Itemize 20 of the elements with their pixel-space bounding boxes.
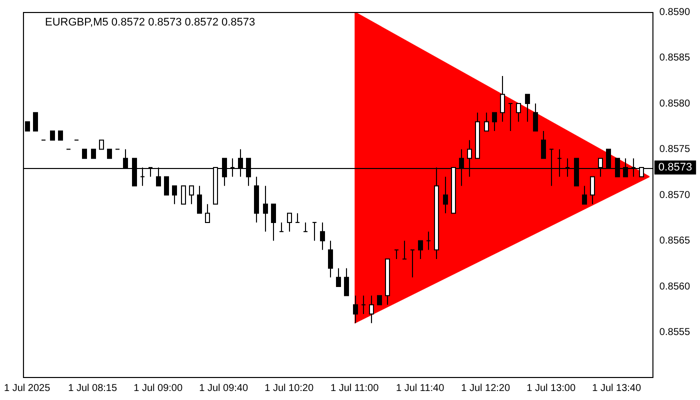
y-tick-label: 0.8570 <box>659 190 690 201</box>
x-tick-label: 1 Jul 09:40 <box>199 382 248 394</box>
y-tick-label: 0.8575 <box>659 144 690 155</box>
x-tick-label: 1 Jul 11:00 <box>330 382 380 394</box>
y-tick-label: 0.8580 <box>659 98 690 110</box>
x-tick-label: 1 Jul 13:00 <box>526 382 576 394</box>
x-tick-label: 1 Jul 09:00 <box>134 382 183 394</box>
ref-line-label: 0.8573 <box>658 162 692 174</box>
y-tick-label: 0.8590 <box>659 6 690 18</box>
y-tick-label: 0.8585 <box>659 52 690 64</box>
x-tick-label: 1 Jul 2025 <box>4 382 51 394</box>
x-tick-label: 1 Jul 10:20 <box>264 382 314 394</box>
x-tick-label: 1 Jul 11:40 <box>396 382 445 394</box>
x-tick-label: 1 Jul 08:15 <box>68 382 118 394</box>
y-tick-label: 0.8560 <box>659 281 690 292</box>
x-tick-label: 1 Jul 12:20 <box>461 382 510 394</box>
y-tick-label: 0.8565 <box>659 236 690 246</box>
x-tick-label: 1 Jul 13:40 <box>592 382 642 394</box>
y-tick-label: 0.8555 <box>659 327 690 338</box>
chart-title: EURGBP,M5 0.8572 0.8573 0.8572 0.8573 <box>44 16 256 29</box>
